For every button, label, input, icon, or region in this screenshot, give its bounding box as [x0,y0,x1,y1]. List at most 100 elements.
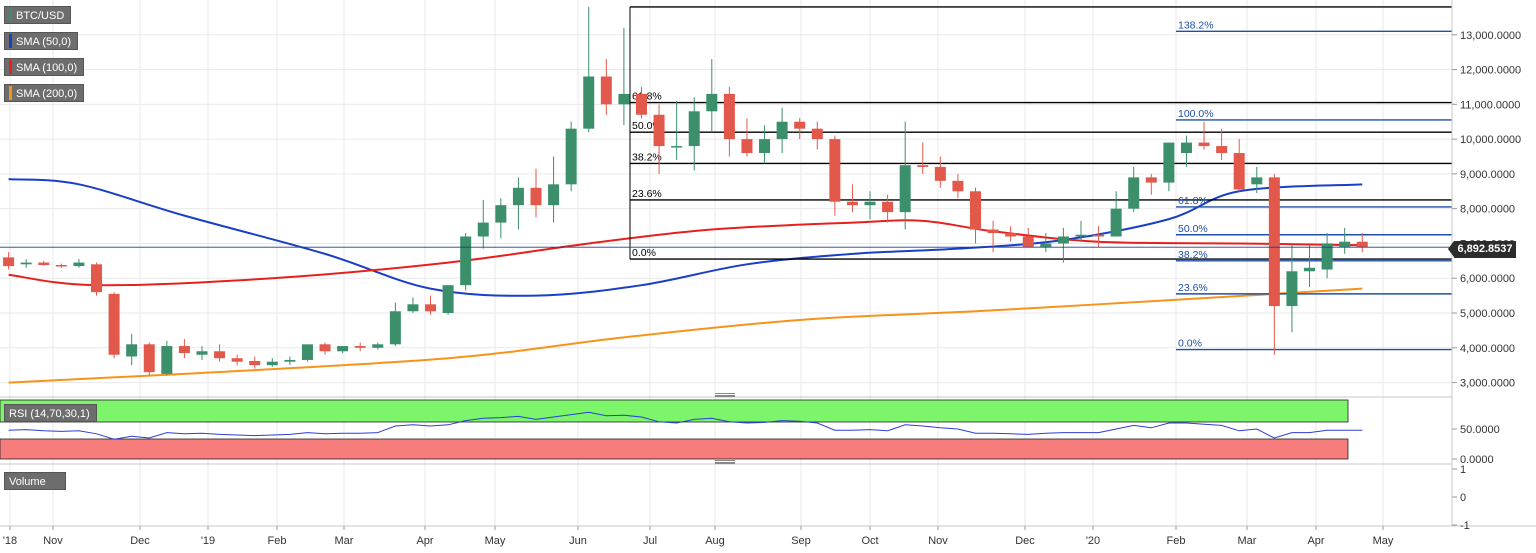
candle-body [196,351,208,355]
candle-body [829,139,841,202]
legend-volume[interactable]: Volume [4,472,66,490]
fib2-level-label: 0.0% [1178,338,1202,350]
legend-symbol-label: BTC/USD [16,10,65,22]
current-price-tag: 6,892.8537 [1448,241,1516,258]
candle-body [671,146,683,148]
candle-body [354,346,366,348]
candle-body [249,361,261,366]
candle-body [337,346,349,352]
candle-body [20,262,32,265]
price-tick-label: 5,000.0000 [1460,308,1515,320]
legend-sma200[interactable]: SMA (200,0) [4,84,85,102]
candle-body [618,93,630,105]
legend-sma50[interactable]: SMA (50,0) [4,32,79,50]
price-tick-label: 4,000.0000 [1460,343,1515,355]
fib-level-label: 38.2% [632,151,662,163]
candle-body [1286,271,1298,307]
sma-50-line [8,178,1363,297]
candle-body [1057,236,1069,244]
candle-body [1022,236,1034,247]
price-tick-label: 9,000.0000 [1460,169,1515,181]
time-tick-label: Feb [268,535,287,547]
rsi-tick-label: 0.0000 [1460,454,1494,466]
legend-volume-label: Volume [9,476,46,488]
fib2-level-label: 61.8% [1178,195,1208,207]
volume-tick-label: 1 [1460,464,1466,476]
candle-body [846,201,858,206]
time-tick-label: Dec [130,535,150,547]
legend-rsi[interactable]: RSI (14,70,30,1) [4,404,97,422]
candle-body [319,344,331,352]
time-tick-label: Nov [928,535,948,547]
time-tick-label: Jun [569,535,587,547]
legend-sma50-swatch [9,34,12,49]
legend-symbol[interactable]: BTC/USD [4,6,72,24]
candle-body [284,359,296,362]
legend-sma200-label: SMA (200,0) [16,88,78,100]
candle-body [600,76,612,105]
candle-body [178,346,190,354]
price-tick-label: 8,000.0000 [1460,204,1515,216]
legend-sma100-swatch [9,60,12,75]
time-tick-label: May [485,535,506,547]
legend-sma100[interactable]: SMA (100,0) [4,58,85,76]
legend-sma50-label: SMA (50,0) [16,36,72,48]
candle-body [882,201,894,213]
fib-level-label: 23.6% [632,188,662,200]
candle-body [1198,142,1210,147]
fibonacci-levels: 61.8%50.0%38.2%23.6%0.0%138.2%100.0%61.8… [629,6,1452,351]
candle-body [1180,142,1192,154]
sma-200-line [8,287,1363,384]
candle-body [723,93,735,140]
time-tick-label: '19 [201,535,215,547]
candle-body [301,344,313,360]
candle-body [530,187,542,206]
candle-body [899,165,911,213]
candle-body [1145,177,1157,183]
candle-body [811,128,823,140]
rsi-oversold-band [0,438,1349,460]
panel-resize-handle-2[interactable] [715,460,735,464]
panel-resize-handle-1[interactable] [715,393,735,397]
volume-tick-label: 0 [1460,492,1466,504]
legend-rsi-label: RSI (14,70,30,1) [9,408,90,420]
time-tick-label: Oct [861,535,878,547]
sma-100-line [8,219,1363,287]
candle-body [1093,234,1105,237]
time-tick-label: Aug [705,535,725,547]
candle-body [548,184,560,206]
candle-body [1005,233,1017,237]
fib2-level-label: 38.2% [1178,249,1208,261]
candle-body [1216,146,1228,154]
time-tick-label: '18 [3,535,17,547]
candle-body [1040,243,1052,247]
candle-body [741,139,753,154]
candle-body [970,191,981,230]
time-tick-label: Sep [791,535,811,547]
time-tick-label: Dec [1015,535,1035,547]
rsi-tick-label: 50.0000 [1460,424,1500,436]
candle-body [1304,267,1316,272]
time-tick-label: '20 [1086,535,1100,547]
candle-body [864,201,876,206]
candle-body [512,187,524,206]
time-tick-label: Jul [643,535,657,547]
candle-body [794,121,806,129]
candle-body [987,229,999,234]
candle-body [55,265,67,267]
candle-body [442,285,454,314]
candle-body [583,76,595,129]
time-tick-label: Apr [416,535,433,547]
candle-body [38,262,50,266]
legend-sma100-label: SMA (100,0) [16,62,78,74]
candle-body [372,344,384,348]
fib2-level-label: 138.2% [1178,19,1214,31]
time-tick-label: Nov [43,535,63,547]
rsi-overbought-band [0,399,1349,423]
fib2-level-label: 23.6% [1178,282,1208,294]
volume-tick-label: -1 [1460,520,1470,532]
legend-symbol-swatch [9,8,12,23]
rsi-panel [0,399,1363,460]
sma-lines [8,178,1363,384]
candle-body [917,165,929,167]
